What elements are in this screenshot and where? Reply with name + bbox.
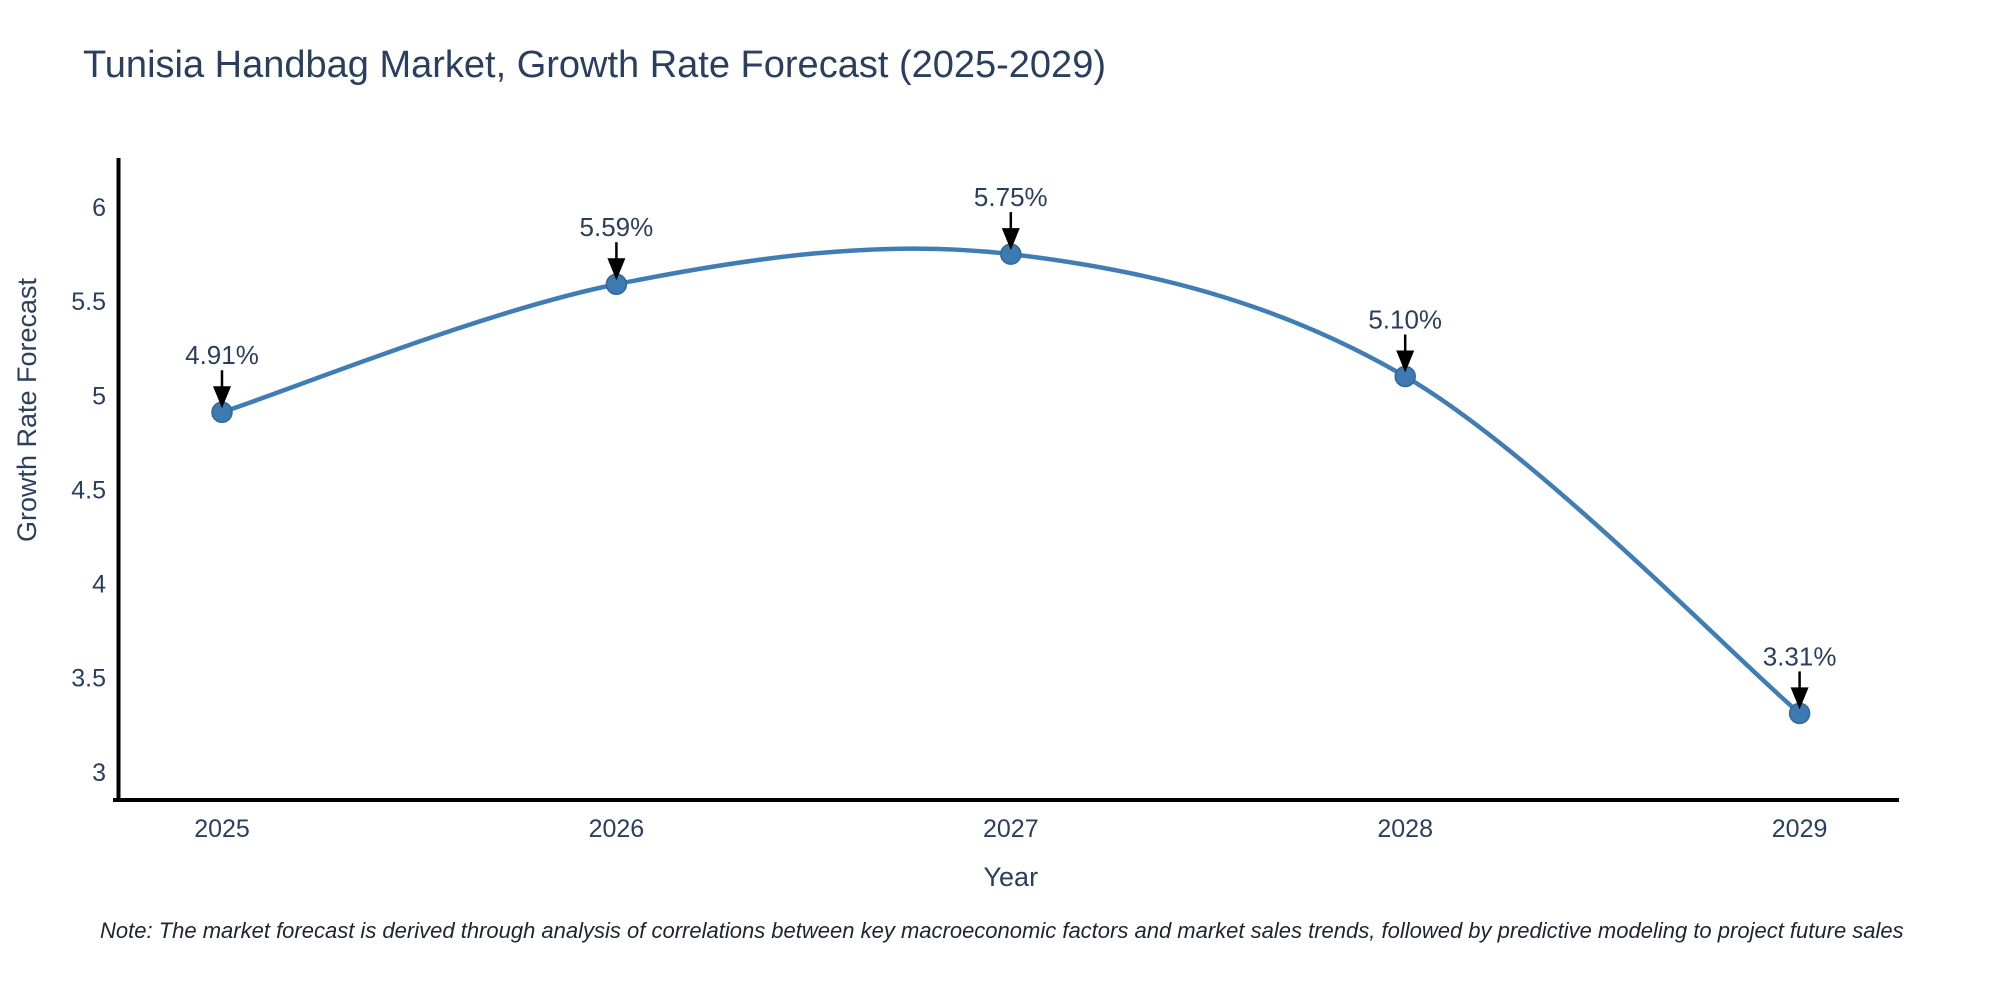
point-annotation-label: 4.91% (185, 340, 259, 370)
chart-footnote: Note: The market forecast is derived thr… (100, 918, 1904, 943)
y-tick-label: 5.5 (71, 288, 106, 316)
point-annotation: 5.59% (580, 212, 654, 281)
annotation-arrowhead (1396, 350, 1415, 373)
y-tick-label: 6 (92, 194, 106, 222)
forecast-line (219, 246, 1802, 716)
point-annotation: 5.10% (1368, 304, 1442, 373)
x-tick-label: 2027 (983, 815, 1039, 843)
y-tick-label: 4 (92, 571, 106, 599)
x-tick-label: 2026 (589, 815, 645, 843)
annotation-arrowhead (213, 386, 231, 409)
annotation-arrowhead (1790, 687, 1809, 710)
point-annotation-label: 5.59% (580, 212, 654, 242)
y-tick-label: 3 (92, 759, 106, 787)
point-annotation-label: 5.75% (974, 182, 1048, 212)
annotation-arrowhead (607, 258, 626, 281)
x-tick-label: 2029 (1772, 815, 1828, 843)
point-annotation-label: 3.31% (1763, 641, 1837, 671)
chart-title: Tunisia Handbag Market, Growth Rate Fore… (83, 44, 1106, 86)
y-tick-label: 3.5 (71, 665, 106, 693)
y-axis-title: Growth Rate Forecast (12, 277, 42, 542)
y-tick-label: 4.5 (71, 476, 106, 504)
x-tick-label: 2025 (194, 815, 250, 843)
point-annotation: 5.75% (974, 182, 1048, 251)
point-annotation: 4.91% (185, 340, 259, 409)
x-axis-title: Year (984, 862, 1039, 892)
annotation-arrowhead (1001, 228, 1020, 251)
point-annotation: 3.31% (1763, 641, 1837, 710)
x-tick-label: 2028 (1377, 815, 1433, 843)
y-tick-label: 5 (92, 382, 106, 410)
point-annotation-label: 5.10% (1368, 304, 1442, 334)
